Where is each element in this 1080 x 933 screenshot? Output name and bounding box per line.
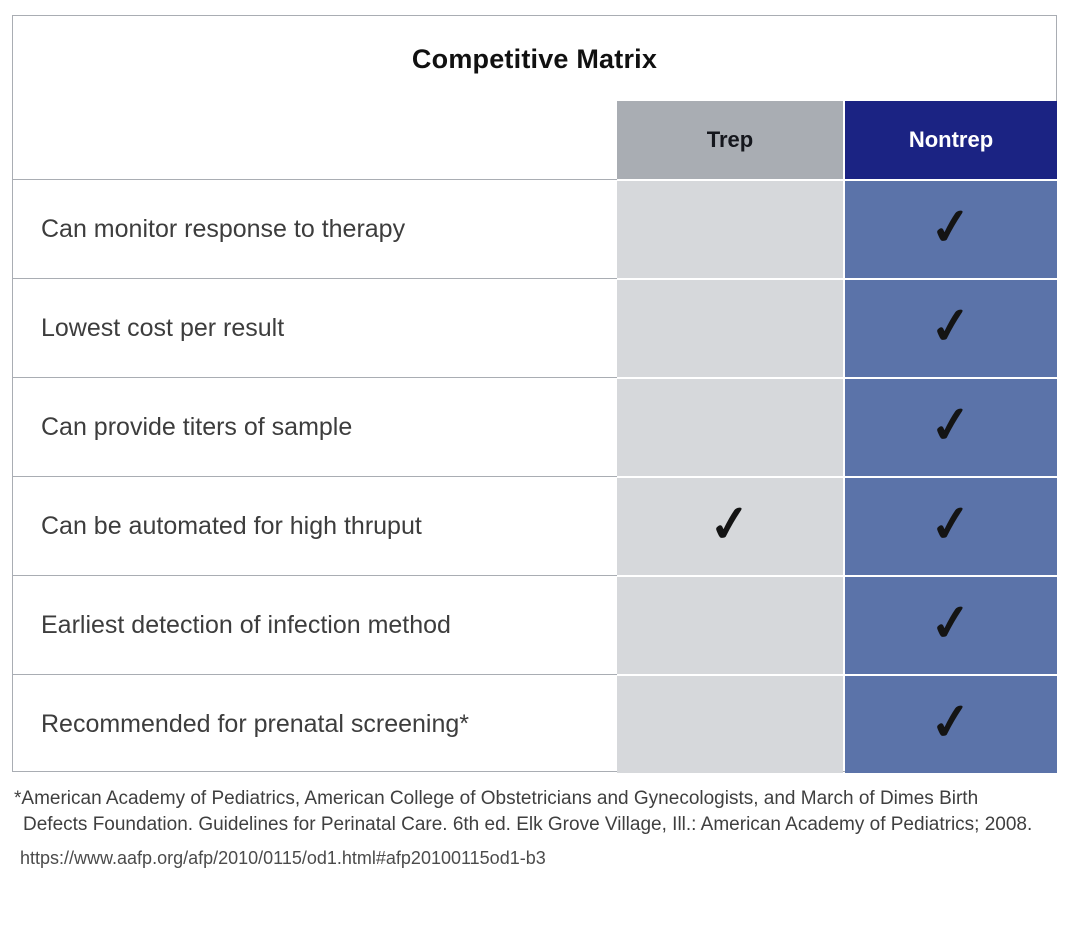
header-row: Trep Nontrep [13,101,1057,179]
cell-nontrep: ✓ [845,278,1057,377]
table-row: Can provide titers of sample ✓ [13,377,1057,476]
cell-nontrep: ✓ [845,476,1057,575]
check-icon: ✓ [927,691,975,752]
table-row: Can monitor response to therapy ✓ [13,179,1057,278]
row-label: Can be automated for high thruput [13,476,617,575]
competitive-matrix-table: Competitive Matrix Trep Nontrep Can moni… [12,15,1057,773]
matrix-grid: Trep Nontrep Can monitor response to the… [13,101,1057,773]
cell-nontrep: ✓ [845,575,1057,674]
footnote-line-2: Defects Foundation. Guidelines for Perin… [23,814,1033,836]
check-icon: ✓ [927,295,975,356]
check-icon: ✓ [927,592,975,653]
header-spacer [13,101,617,179]
check-icon: ✓ [927,196,975,257]
page-title: Competitive Matrix [411,44,658,74]
table-row: Lowest cost per result ✓ [13,278,1057,377]
table-row: Earliest detection of infection method ✓ [13,575,1057,674]
cell-trep [617,575,843,674]
check-icon: ✓ [927,394,975,455]
cell-nontrep: ✓ [845,674,1057,773]
footnote-line-1: *American Academy of Pediatrics, America… [14,788,979,809]
row-label: Can provide titers of sample [13,377,617,476]
cell-trep: ✓ [617,476,843,575]
cell-trep [617,179,843,278]
column-header-nontrep: Nontrep [845,101,1057,179]
source-url-link[interactable]: https://www.aafp.org/afp/2010/0115/od1.h… [20,848,546,868]
table-row: Can be automated for high thruput ✓ ✓ [13,476,1057,575]
cell-trep [617,674,843,773]
row-label: Earliest detection of infection method [13,575,617,674]
row-label: Can monitor response to therapy [13,179,617,278]
cell-nontrep: ✓ [845,377,1057,476]
check-icon: ✓ [706,493,754,554]
check-icon: ✓ [927,493,975,554]
row-label: Lowest cost per result [13,278,617,377]
cell-trep [617,278,843,377]
cell-trep [617,377,843,476]
row-label: Recommended for prenatal screening* [13,674,617,773]
footnote: *American Academy of Pediatrics, America… [14,786,1034,838]
column-header-trep: Trep [617,101,843,179]
cell-nontrep: ✓ [845,179,1057,278]
table-row: Recommended for prenatal screening* ✓ [13,674,1057,773]
